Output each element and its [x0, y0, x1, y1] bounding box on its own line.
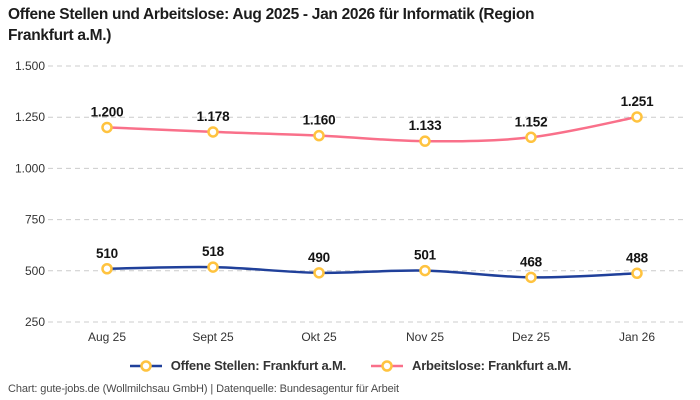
legend-line-marker-icon — [129, 359, 162, 372]
data-point-label: 1.160 — [303, 113, 336, 128]
data-point-marker — [313, 267, 325, 279]
data-point-label: 468 — [520, 254, 543, 269]
y-axis-tick-label: 250 — [25, 315, 45, 329]
chart-source-note: Chart: gute-jobs.de (Wollmilchsau GmbH) … — [8, 383, 399, 395]
data-point-marker — [419, 264, 431, 277]
data-point-label: 490 — [308, 250, 330, 265]
x-axis-tick-label: Nov 25 — [406, 330, 444, 344]
data-point-marker — [631, 111, 643, 123]
chart-legend: Offene Stellen: Frankfurt a.M. Arbeitslo… — [0, 358, 700, 373]
legend-line-marker-icon — [371, 359, 403, 372]
series-line — [105, 265, 639, 279]
legend-label-arbeitslose: Arbeitslose: Frankfurt a.M. — [412, 358, 572, 373]
data-point-marker — [207, 261, 219, 273]
chart-title-line2: Frankfurt a.M.) — [8, 27, 112, 44]
data-point-label: 1.200 — [91, 104, 124, 119]
data-point-marker — [419, 135, 431, 147]
data-point-marker — [101, 121, 113, 134]
y-axis-tick-label: 1.250 — [15, 110, 45, 124]
data-point-label: 1.152 — [515, 114, 548, 129]
series-line — [105, 115, 639, 143]
data-point-label: 488 — [626, 250, 649, 265]
data-point-marker — [631, 267, 643, 280]
legend-label-offene-stellen: Offene Stellen: Frankfurt a.M. — [170, 358, 347, 373]
x-axis-tick-label: Jan 26 — [619, 330, 655, 344]
y-axis-tick-label: 500 — [25, 264, 45, 278]
data-point-label: 1.133 — [409, 118, 442, 133]
chart-title: Offene Stellen und Arbeitslose: Aug 2025… — [8, 4, 668, 46]
legend-item-offene-stellen: Offene Stellen: Frankfurt a.M. — [129, 358, 346, 373]
line-chart-plot: 1.500 1.250 1.000 750 500 250 Aug 25 Sept 25 Okt… — [15, 59, 687, 344]
x-axis-tick-label: Sept 25 — [192, 330, 234, 344]
data-point-marker — [207, 126, 219, 138]
data-point-marker — [101, 263, 113, 275]
x-axis-tick-label: Okt 25 — [301, 330, 337, 344]
data-point-label: 1.251 — [621, 94, 654, 109]
data-point-label: 518 — [202, 244, 225, 259]
y-axis-tick-label: 750 — [25, 213, 45, 227]
x-axis-tick-label: Aug 25 — [88, 330, 126, 344]
data-point-marker — [525, 131, 537, 144]
x-axis-tick-label: Dez 25 — [512, 330, 550, 344]
y-axis-tick-label: 1.500 — [15, 59, 45, 73]
data-point-label: 1.178 — [197, 109, 230, 124]
y-axis-tick-label: 1.000 — [15, 161, 45, 175]
legend-item-arbeitslose: Arbeitslose: Frankfurt a.M. — [370, 358, 571, 373]
chart-title-line1: Offene Stellen und Arbeitslose: Aug 2025… — [8, 6, 535, 23]
data-point-marker — [525, 271, 537, 284]
data-point-marker — [313, 129, 325, 142]
data-point-label: 510 — [96, 246, 118, 261]
data-point-label: 501 — [414, 248, 437, 263]
